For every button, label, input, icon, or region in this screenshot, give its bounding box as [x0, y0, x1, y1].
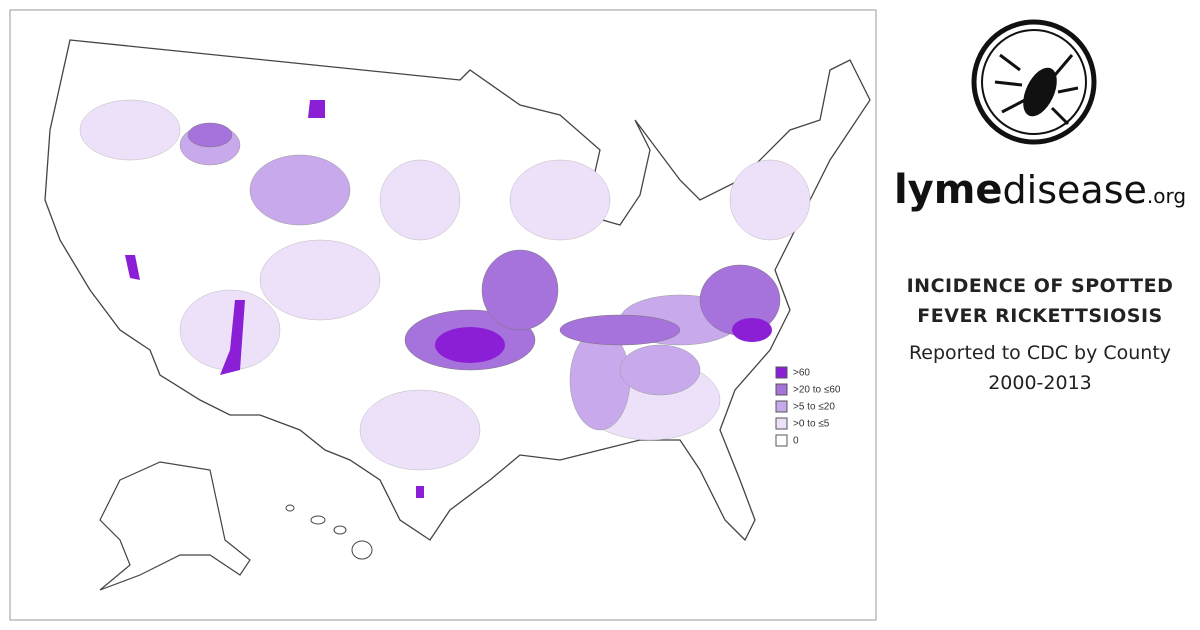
legend-swatch: [775, 383, 788, 396]
island: [351, 540, 373, 560]
tick-legs: [994, 53, 1079, 126]
region: [187, 122, 233, 148]
legend-label: 0: [793, 436, 799, 447]
hawaii: [285, 504, 373, 560]
region: [729, 159, 811, 241]
tick-icon: [1023, 67, 1057, 117]
region: [308, 100, 325, 118]
region: [732, 318, 772, 342]
logo-wordmark: lymedisease.org: [894, 167, 1186, 213]
logo-bold: lyme: [894, 167, 1003, 213]
logo-inner-ring: [981, 29, 1087, 135]
region: [379, 159, 461, 241]
top-areas: [125, 100, 772, 498]
island: [333, 525, 347, 535]
region: [249, 154, 351, 226]
legend-swatch: [775, 366, 788, 379]
region: [619, 344, 701, 396]
legend-swatch: [775, 434, 788, 447]
region: [481, 249, 559, 331]
map: [44, 39, 871, 591]
subtitle-line: 2000-2013: [988, 372, 1092, 394]
logo: lymedisease.org: [894, 19, 1186, 213]
legend-label: >60: [793, 368, 810, 379]
legend-swatch: [775, 400, 788, 413]
legend-label: >5 to ≤20: [793, 402, 835, 413]
alaska: [99, 461, 251, 591]
legend-label: >0 to ≤5: [793, 419, 830, 430]
title-line: INCIDENCE OF SPOTTED: [907, 275, 1174, 297]
region: [125, 255, 140, 280]
light-areas: [79, 99, 811, 471]
subtitle-line: Reported to CDC by County: [909, 342, 1171, 364]
region: [559, 314, 681, 346]
region: [220, 300, 245, 375]
title-line: FEVER RICKETTSIOSIS: [917, 305, 1162, 327]
region: [509, 159, 611, 241]
legend: >60 >20 to ≤60 >5 to ≤20 >0 to ≤5 0: [775, 366, 841, 447]
island: [310, 515, 326, 525]
region: [259, 239, 381, 321]
high-areas: [187, 122, 781, 371]
region: [359, 389, 481, 471]
logo-suffix: .org: [1147, 184, 1186, 208]
region: [416, 486, 424, 498]
island: [285, 504, 295, 512]
legend-label: >20 to ≤60: [793, 385, 841, 396]
legend-swatch: [775, 417, 788, 430]
region: [79, 99, 181, 161]
logo-name: disease: [1003, 168, 1147, 212]
region: [435, 327, 505, 363]
